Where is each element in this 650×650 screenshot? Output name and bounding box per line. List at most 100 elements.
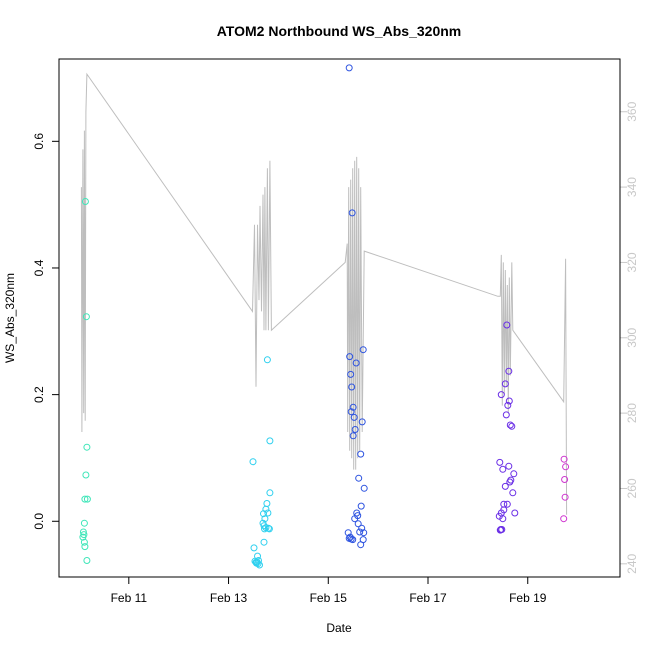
data-point bbox=[252, 558, 260, 566]
data-point bbox=[82, 471, 90, 479]
data-point bbox=[79, 528, 87, 536]
data-point bbox=[358, 524, 366, 532]
data-point bbox=[263, 356, 271, 364]
data-point bbox=[261, 515, 269, 523]
data-point bbox=[496, 458, 504, 466]
data-point bbox=[260, 510, 267, 518]
data-point bbox=[345, 534, 353, 542]
data-point bbox=[80, 519, 88, 527]
data-point bbox=[345, 64, 353, 72]
data-point bbox=[266, 489, 274, 497]
data-point bbox=[266, 437, 274, 445]
data-point bbox=[356, 528, 364, 536]
secondary-series-line bbox=[80, 72, 568, 515]
y2-tick-label: 340 bbox=[625, 177, 639, 197]
data-point bbox=[504, 401, 512, 409]
data-point bbox=[501, 380, 509, 388]
axes-layer: Feb 11 Feb 13 Feb 15 Feb 17 Feb 19 0.0 0.2 0.4 0… bbox=[32, 101, 639, 605]
data-point bbox=[359, 346, 367, 354]
data-point bbox=[511, 509, 519, 517]
data-point bbox=[349, 403, 357, 411]
y2-tick-label: 240 bbox=[625, 553, 639, 573]
data-point bbox=[560, 515, 568, 523]
data-point bbox=[81, 198, 89, 205]
data-point bbox=[352, 359, 360, 367]
data-point bbox=[496, 526, 504, 534]
data-point bbox=[349, 432, 357, 440]
y2-tick-label: 360 bbox=[625, 101, 639, 121]
x-tick-label: Feb 15 bbox=[310, 591, 348, 605]
data-point bbox=[508, 422, 516, 430]
data-point bbox=[560, 455, 568, 463]
chart-title: ATOM2 Northbound WS_Abs_320nm bbox=[217, 23, 462, 39]
data-point bbox=[355, 474, 363, 482]
data-point bbox=[81, 543, 89, 551]
data-point bbox=[351, 515, 359, 523]
data-point bbox=[81, 495, 89, 503]
data-point bbox=[83, 443, 91, 451]
data-point bbox=[80, 538, 88, 546]
data-point bbox=[249, 458, 257, 466]
data-point bbox=[506, 478, 514, 486]
data-point bbox=[79, 533, 87, 541]
data-point bbox=[349, 536, 357, 544]
data-point bbox=[357, 541, 365, 549]
data-point bbox=[347, 370, 355, 378]
y-tick-label: 0.2 bbox=[32, 386, 46, 403]
data-point bbox=[505, 367, 513, 375]
data-point bbox=[497, 391, 505, 399]
data-point bbox=[264, 524, 272, 532]
data-point bbox=[250, 544, 258, 552]
data-point bbox=[503, 500, 511, 508]
data-point bbox=[360, 529, 368, 537]
y-tick-label: 0.6 bbox=[32, 133, 46, 150]
x-tick-label: Feb 11 bbox=[111, 591, 148, 605]
data-point bbox=[561, 493, 569, 501]
plot-frame bbox=[58, 58, 621, 578]
data-point bbox=[506, 421, 514, 429]
data-point bbox=[347, 408, 355, 416]
data-point bbox=[260, 538, 268, 546]
data-point bbox=[354, 520, 362, 528]
secondary-line-layer bbox=[80, 72, 568, 515]
data-point bbox=[503, 321, 511, 329]
data-point bbox=[265, 525, 273, 533]
data-point bbox=[348, 209, 356, 217]
data-point bbox=[499, 515, 507, 523]
data-point bbox=[357, 502, 365, 510]
data-point bbox=[500, 506, 508, 514]
x-axis-label: Date bbox=[326, 621, 352, 635]
data-point bbox=[561, 476, 569, 483]
y2-tick-label: 280 bbox=[625, 403, 639, 423]
data-point bbox=[505, 397, 513, 405]
data-point bbox=[505, 462, 513, 470]
data-point bbox=[502, 411, 510, 419]
data-point bbox=[357, 450, 365, 458]
x-tick-label: Feb 13 bbox=[210, 591, 248, 605]
data-point bbox=[350, 413, 358, 421]
scatter-points-layer bbox=[79, 64, 570, 569]
data-point bbox=[562, 463, 570, 471]
y-tick-label: 0.4 bbox=[32, 259, 46, 276]
data-point bbox=[499, 465, 507, 473]
data-point bbox=[346, 353, 354, 361]
data-point bbox=[351, 426, 359, 433]
y2-tick-label: 300 bbox=[625, 327, 639, 347]
data-point bbox=[348, 383, 356, 391]
y2-tick-label: 320 bbox=[625, 252, 639, 272]
y2-tick-label: 260 bbox=[625, 478, 639, 498]
data-point bbox=[82, 313, 90, 321]
data-point bbox=[360, 484, 368, 492]
data-point bbox=[83, 557, 91, 564]
data-point bbox=[358, 418, 366, 426]
x-tick-label: Feb 19 bbox=[509, 591, 547, 605]
data-point bbox=[501, 482, 509, 490]
y-axis-label: WS_Abs_320nm bbox=[3, 273, 17, 363]
data-point bbox=[509, 489, 517, 497]
data-point bbox=[264, 509, 272, 517]
data-point bbox=[83, 495, 91, 503]
y-tick-label: 0.0 bbox=[32, 513, 46, 530]
data-point bbox=[261, 525, 268, 533]
